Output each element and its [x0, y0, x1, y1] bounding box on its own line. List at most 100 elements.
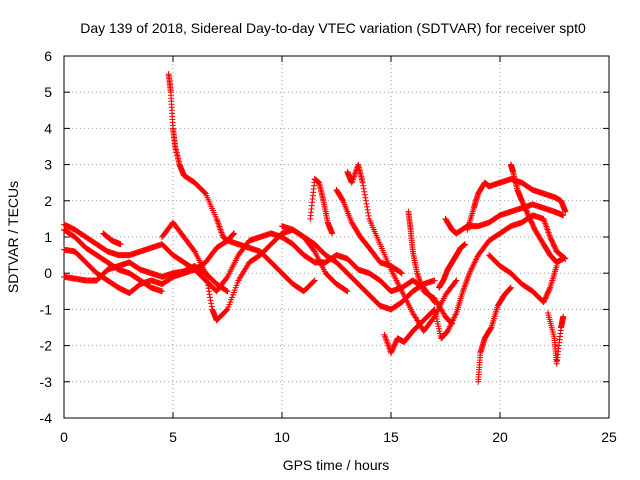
data-point-marker — [190, 247, 197, 254]
y-tick-label: 2 — [44, 193, 52, 209]
data-point-marker — [487, 325, 494, 332]
data-point-marker — [202, 270, 209, 277]
data-point-marker — [159, 288, 166, 295]
y-tick-label: 1 — [44, 229, 52, 245]
data-point-marker — [546, 285, 553, 292]
data-point-marker — [363, 200, 370, 207]
series-track-c — [61, 259, 231, 295]
data-point-marker — [223, 287, 230, 294]
data-point-marker — [453, 277, 460, 284]
data-point-marker — [223, 275, 230, 282]
data-point-marker — [362, 197, 369, 204]
series-track-i — [307, 176, 336, 237]
data-point-marker — [201, 189, 208, 196]
data-point-marker — [507, 284, 514, 291]
x-axis-label: GPS time / hours — [283, 457, 390, 473]
data-point-marker — [207, 294, 214, 301]
data-point-marker — [224, 288, 231, 295]
data-point-marker — [205, 285, 212, 292]
data-point-marker — [117, 241, 124, 248]
series-track-f — [165, 71, 238, 244]
data-point-marker — [206, 291, 213, 298]
y-tick-label: 4 — [44, 120, 52, 136]
data-point-marker — [365, 212, 372, 219]
x-tick-label: 25 — [601, 429, 617, 445]
series-track-a — [61, 221, 438, 306]
series-track-h — [279, 223, 351, 295]
data-point-marker — [204, 279, 211, 286]
chart-title: Day 139 of 2018, Sidereal Day-to-day VTE… — [80, 20, 586, 36]
data-point-marker — [360, 182, 367, 189]
data-point-marker — [361, 188, 368, 195]
data-point-marker — [398, 270, 405, 277]
data-point-marker — [397, 269, 404, 276]
data-point-marker — [310, 247, 317, 254]
x-tick-label: 0 — [60, 429, 68, 445]
y-tick-label: -3 — [40, 374, 53, 390]
data-point-marker — [329, 230, 336, 237]
data-point-marker — [364, 206, 371, 213]
y-tick-label: 5 — [44, 84, 52, 100]
data-point-marker — [339, 196, 346, 203]
series-track-e — [100, 230, 124, 248]
y-tick-label: -1 — [40, 301, 53, 317]
data-point-marker — [431, 277, 438, 284]
y-tick-label: -2 — [40, 338, 53, 354]
data-point-marker — [365, 209, 372, 216]
data-point-marker — [205, 288, 212, 295]
data-point-marker — [229, 231, 236, 238]
data-point-marker — [560, 313, 567, 320]
data-point-marker — [359, 179, 366, 186]
y-tick-label: -4 — [40, 410, 53, 426]
series-track-m — [405, 208, 456, 327]
data-point-marker — [203, 273, 210, 280]
data-point-marker — [361, 191, 368, 198]
axis-ticks: 0 5 10 15 20 25 -4 -3 -2 -1 0 1 2 3 4 5 6 — [40, 48, 617, 445]
series-track-j — [333, 186, 405, 277]
data-point-marker — [449, 320, 456, 327]
series-track-s — [544, 310, 567, 367]
y-tick-label: 0 — [44, 265, 52, 281]
y-tick-label: 6 — [44, 48, 52, 64]
data-point-marker — [223, 307, 230, 314]
data-point-marker — [230, 230, 237, 237]
data-point-marker — [448, 320, 455, 327]
series-track-n — [442, 201, 567, 237]
data-point-marker — [430, 314, 437, 321]
data-point-marker — [344, 288, 351, 295]
x-tick-label: 10 — [274, 429, 290, 445]
data-point-marker — [311, 277, 318, 284]
data-point-marker — [364, 203, 371, 210]
data-point-marker — [360, 185, 367, 192]
y-tick-label: 3 — [44, 157, 52, 173]
data-point-marker — [207, 297, 214, 304]
series-track-q — [475, 284, 514, 385]
data-point-marker — [560, 212, 567, 219]
data-point-marker — [506, 285, 513, 292]
data-point-marker — [362, 194, 369, 201]
series-track-p — [486, 252, 560, 306]
data-point-marker — [452, 278, 459, 285]
data-point-marker — [462, 241, 469, 248]
series-track-d — [61, 226, 166, 295]
chart-grid — [64, 56, 609, 418]
data-point-marker — [507, 285, 514, 292]
data-point-marker — [231, 230, 238, 237]
data-point-marker — [562, 208, 569, 215]
data-point-marker — [208, 303, 215, 310]
data-point-marker — [310, 278, 317, 285]
data-point-marker — [560, 255, 567, 262]
data-markers — [61, 71, 569, 385]
x-tick-label: 15 — [383, 429, 399, 445]
series-track-k — [344, 161, 460, 335]
data-point-marker — [208, 300, 215, 307]
data-point-marker — [204, 282, 211, 289]
series-track-r — [507, 161, 567, 266]
data-point-marker — [343, 287, 350, 294]
y-axis-label: SDTVAR / TECUs — [5, 181, 21, 293]
x-tick-label: 5 — [169, 429, 177, 445]
plot-frame — [63, 55, 610, 419]
series-track-t — [435, 241, 469, 291]
x-tick-label: 20 — [492, 429, 508, 445]
